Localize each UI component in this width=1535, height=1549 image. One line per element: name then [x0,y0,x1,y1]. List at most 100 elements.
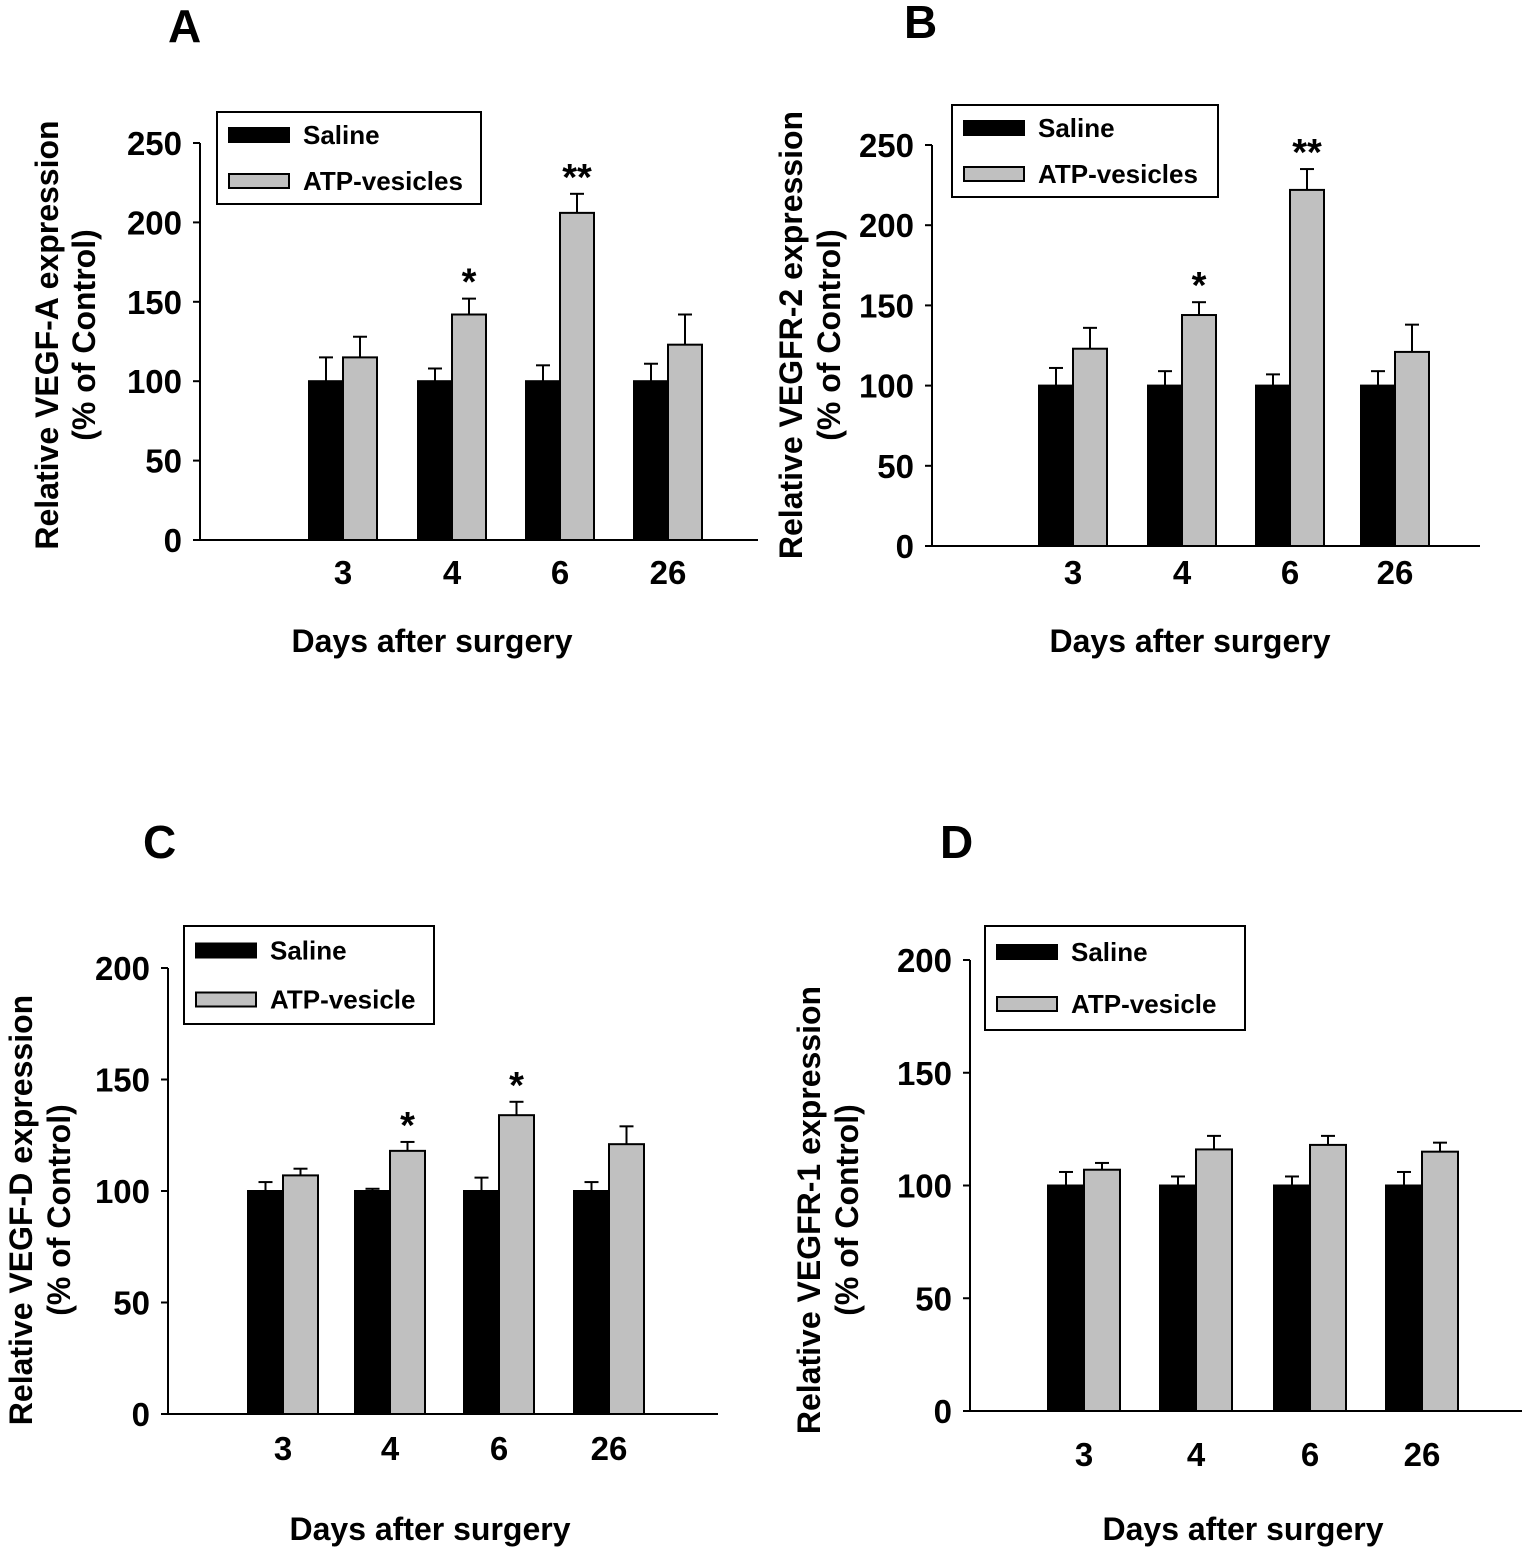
bar-saline-6 [1255,384,1291,547]
legend-swatch-atp [963,166,1025,182]
y-tick-label: 100 [859,368,914,405]
x-tick-label: 3 [274,1430,292,1467]
y-tick-label: 200 [897,942,952,979]
y-tick-label: 0 [896,528,914,565]
bar-atp-3 [1072,347,1108,548]
bar-atp-3 [282,1174,319,1416]
legend-label-atp: ATP-vesicles [1038,159,1198,189]
legend-box [984,925,1246,1031]
bar-saline-3 [247,1190,284,1415]
x-tick-label: 6 [551,554,569,591]
bar-saline-6 [463,1190,500,1415]
bar-atp-26 [608,1143,645,1416]
legend-label-atp: ATP-vesicles [303,166,463,196]
legend-swatch-atp [195,991,257,1008]
x-tick-label: 4 [381,1430,400,1467]
bar-saline-4 [1147,384,1183,547]
panel-a: A 0 50 100 150 200 250 Relative VEGF-A expressi… [29,0,758,659]
bar-atp-26 [667,343,703,541]
legend-box [183,925,435,1025]
significance-mark: ** [562,157,592,199]
y-axis-title: Relative VEGFR-1 expression [791,986,827,1434]
legend-swatch-saline [195,942,257,959]
legend-label-saline: Saline [1071,937,1148,967]
y-axis-subtitle: (% of Control) [66,229,102,441]
bar-saline-6 [1273,1184,1311,1412]
y-tick-label: 100 [127,363,182,400]
bar-saline-26 [573,1190,610,1415]
legend-swatch-atp [228,173,290,189]
panel-b: B 0 50 100 150 200 250 Relative VEGFR-2 express… [773,0,1480,659]
bar-saline-4 [417,380,453,542]
x-tick-label: 4 [443,554,462,591]
x-axis-title: Days after surgery [291,623,572,659]
y-tick-label: 0 [164,522,182,559]
legend-swatch-atp [996,996,1058,1012]
significance-mark: * [462,262,477,304]
significance-mark: * [1192,265,1207,307]
x-tick-label: 4 [1187,1436,1206,1473]
x-axis-title: Days after surgery [1049,623,1330,659]
legend-swatch-saline [228,127,290,143]
bar-atp-4 [389,1149,426,1415]
bar-atp-3 [1083,1168,1121,1412]
bar-saline-26 [633,380,669,542]
bar-atp-4 [1181,314,1217,547]
panel-c: C 0 50 100 150 200 Relative VEGF-D expression(… [3,816,718,1547]
legend-label-saline: Saline [1038,113,1115,143]
bar-atp-6 [1289,188,1325,548]
legend-swatch-saline [963,120,1025,136]
y-tick-label: 250 [859,127,914,164]
y-tick-label: 250 [127,125,182,162]
legend-label-atp: ATP-vesicle [1071,989,1216,1019]
y-tick-label: 50 [145,443,182,480]
bar-atp-26 [1394,350,1430,547]
legend: Saline ATP-vesicle [984,925,1246,1031]
bar-atp-4 [1195,1148,1233,1413]
bar-saline-4 [1159,1184,1197,1412]
panel-d: D 0 50 100 150 200 Relative VEGFR-1 expression… [791,816,1522,1547]
x-tick-label: 26 [1377,554,1414,591]
y-tick-label: 200 [127,204,182,241]
bar-saline-4 [354,1190,391,1415]
bar-saline-3 [1047,1184,1085,1412]
bar-atp-6 [559,211,595,541]
significance-mark: * [400,1105,415,1147]
bar-saline-26 [1360,384,1396,547]
significance-mark: * [509,1065,524,1107]
y-tick-label: 150 [95,1062,150,1099]
x-tick-label: 6 [1301,1436,1319,1473]
x-tick-label: 26 [650,554,687,591]
bar-saline-6 [525,380,561,542]
y-tick-label: 150 [859,287,914,324]
y-tick-label: 200 [95,950,150,987]
legend: Saline ATP-vesicles [216,111,482,205]
legend: Saline ATP-vesicle [183,925,435,1025]
panel-letter: D [940,816,973,868]
panel-letter: C [143,816,176,868]
x-tick-label: 26 [591,1430,628,1467]
bar-atp-3 [342,356,378,541]
legend-label-saline: Saline [303,120,380,150]
bar-saline-3 [308,380,344,542]
bar-saline-3 [1038,384,1074,547]
x-tick-label: 6 [1281,554,1299,591]
x-tick-label: 3 [334,554,352,591]
x-axis-title: Days after surgery [1102,1511,1383,1547]
y-tick-label: 150 [127,284,182,321]
y-axis-title: Relative VEGF-A expression [29,120,65,549]
y-tick-label: 100 [897,1168,952,1205]
legend-label-saline: Saline [270,936,347,966]
bar-atp-6 [498,1114,535,1416]
y-tick-label: 0 [934,1393,952,1430]
panel-letter: A [168,0,201,52]
y-axis-title: Relative VEGF-D expression [3,995,39,1425]
y-tick-label: 200 [859,207,914,244]
y-tick-label: 50 [877,448,914,485]
x-tick-label: 3 [1075,1436,1093,1473]
y-tick-label: 100 [95,1173,150,1210]
y-tick-label: 0 [132,1396,150,1433]
significance-mark: ** [1292,132,1322,174]
bar-atp-26 [1421,1150,1459,1413]
x-axis-title: Days after surgery [289,1511,570,1547]
